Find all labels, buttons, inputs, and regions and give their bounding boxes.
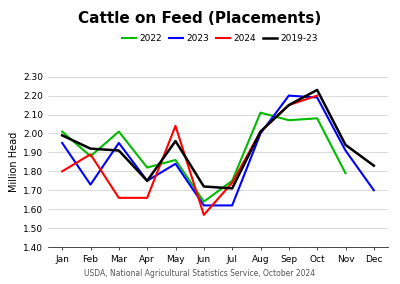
- 2023: [202, 204, 206, 207]
- 2019-23: [315, 88, 320, 92]
- 2022: [145, 166, 150, 169]
- 2022: [258, 111, 263, 114]
- Text: USDA, National Agricultural Statistics Service, October 2024: USDA, National Agricultural Statistics S…: [84, 269, 316, 278]
- 2019-23: [343, 143, 348, 147]
- 2019-23: [60, 134, 64, 137]
- 2022: [88, 154, 93, 158]
- 2019-23: [230, 187, 234, 190]
- 2023: [145, 179, 150, 183]
- 2024: [286, 103, 291, 107]
- 2023: [88, 183, 93, 186]
- 2019-23: [286, 103, 291, 107]
- 2023: [258, 132, 263, 135]
- 2022: [286, 118, 291, 122]
- 2022: [202, 200, 206, 203]
- 2022: [230, 179, 234, 183]
- 2024: [230, 181, 234, 184]
- 2019-23: [88, 147, 93, 150]
- 2024: [315, 94, 320, 97]
- 2024: [202, 213, 206, 217]
- Line: 2024: 2024: [62, 96, 317, 215]
- 2023: [343, 149, 348, 152]
- 2023: [60, 141, 64, 145]
- 2024: [60, 170, 64, 173]
- 2023: [173, 162, 178, 166]
- 2019-23: [116, 149, 121, 152]
- 2022: [60, 130, 64, 133]
- 2023: [116, 141, 121, 145]
- 2019-23: [173, 139, 178, 143]
- Line: 2022: 2022: [62, 113, 346, 202]
- 2024: [88, 153, 93, 156]
- 2024: [116, 196, 121, 200]
- 2022: [173, 158, 178, 162]
- 2023: [286, 94, 291, 97]
- Line: 2019-23: 2019-23: [62, 90, 374, 188]
- 2023: [230, 204, 234, 207]
- 2019-23: [202, 185, 206, 188]
- 2019-23: [258, 130, 263, 133]
- 2022: [315, 117, 320, 120]
- 2022: [116, 130, 121, 133]
- Text: Cattle on Feed (Placements): Cattle on Feed (Placements): [78, 11, 322, 26]
- Line: 2023: 2023: [62, 96, 374, 205]
- Y-axis label: Million Head: Million Head: [9, 132, 19, 192]
- 2022: [343, 172, 348, 175]
- 2024: [145, 196, 150, 200]
- 2019-23: [372, 164, 376, 167]
- Legend: 2022, 2023, 2024, 2019-23: 2022, 2023, 2024, 2019-23: [118, 30, 322, 46]
- 2024: [258, 130, 263, 133]
- 2024: [173, 124, 178, 128]
- 2019-23: [145, 179, 150, 183]
- 2023: [315, 96, 320, 99]
- 2023: [372, 189, 376, 192]
